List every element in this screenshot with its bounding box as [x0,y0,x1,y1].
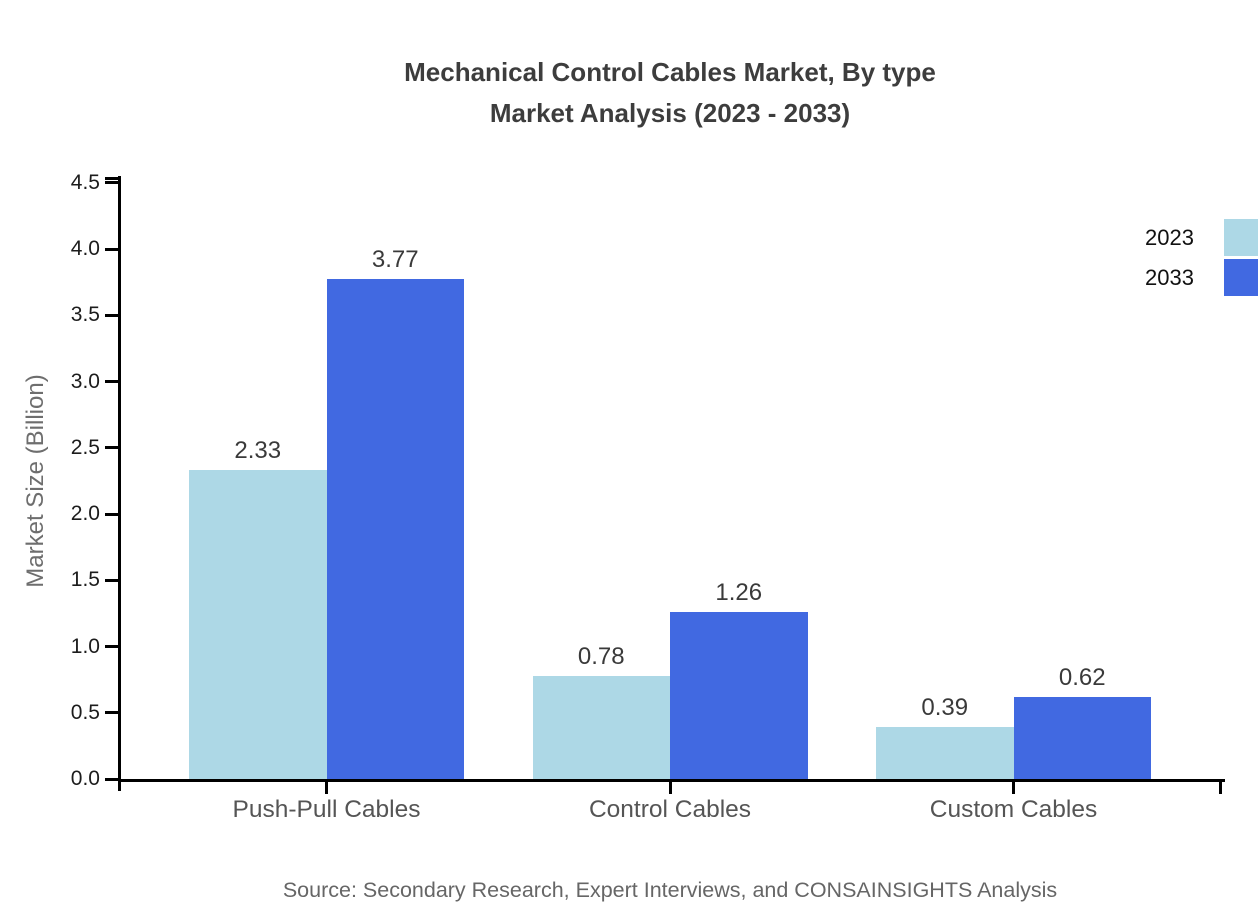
x-tick [325,782,328,794]
bar-2023-2 [532,675,670,779]
bar-value-label: 0.62 [1058,663,1106,691]
legend-swatch [1224,219,1258,256]
y-tick [105,313,118,317]
bar-2033-1 [326,279,464,779]
bar-2033-3 [1013,696,1151,779]
x-category-label: Control Cables [588,796,752,823]
y-tick [105,777,118,781]
chart-title: Mechanical Control Cables Market, By typ… [80,52,1260,134]
y-axis-line [118,176,121,791]
source-note: Source: Secondary Research, Expert Inter… [282,878,1058,902]
y-tick [105,512,118,516]
y-tick [105,711,118,715]
y-tick-label: 0.5 [70,700,100,724]
y-tick [105,446,118,450]
y-tick-label: 2.0 [70,502,100,525]
y-tick-label: 0.0 [70,767,100,790]
legend-label: 2033 [1145,264,1194,290]
bar-value-label: 0.39 [921,694,969,722]
y-tick-label: 3.5 [70,303,100,327]
y-tick-label: 4.5 [70,170,100,194]
y-tick [105,247,118,251]
x-tick [668,782,672,794]
y-axis-endcap [105,177,121,180]
y-tick-label: 1.5 [70,568,100,592]
x-tick [1219,782,1222,794]
bar-value-label: 1.26 [715,579,763,607]
y-tick [105,380,118,383]
y-tick-label: 1.0 [70,634,100,658]
bar-value-label: 3.77 [371,246,419,274]
y-tick [105,578,118,582]
legend-label: 2023 [1145,224,1194,250]
y-tick-label: 3.0 [70,369,100,393]
legend-swatch [1224,259,1258,296]
x-axis-line [118,779,1225,782]
bar-value-label: 0.78 [577,642,625,670]
y-tick-label: 4.0 [70,237,100,260]
chart-title-line1: Mechanical Control Cables Market, By typ… [404,57,936,87]
y-tick [105,181,118,185]
chart-title-line2: Market Analysis (2023 - 2033) [489,98,851,128]
y-tick-label: 2.5 [70,435,100,459]
bar-2023-1 [189,470,327,779]
bar-2023-3 [876,727,1014,779]
x-tick [1012,782,1015,794]
y-tick [105,645,118,648]
legend-item: 2033 [1124,259,1258,296]
x-category-label: Custom Cables [929,796,1098,823]
bar-value-label: 2.33 [234,437,282,465]
legend: 2023 2033 [1124,219,1258,296]
bar-2033-2 [670,612,808,779]
legend-item: 2023 [1124,219,1258,256]
x-category-label: Push-Pull Cables [232,796,421,823]
